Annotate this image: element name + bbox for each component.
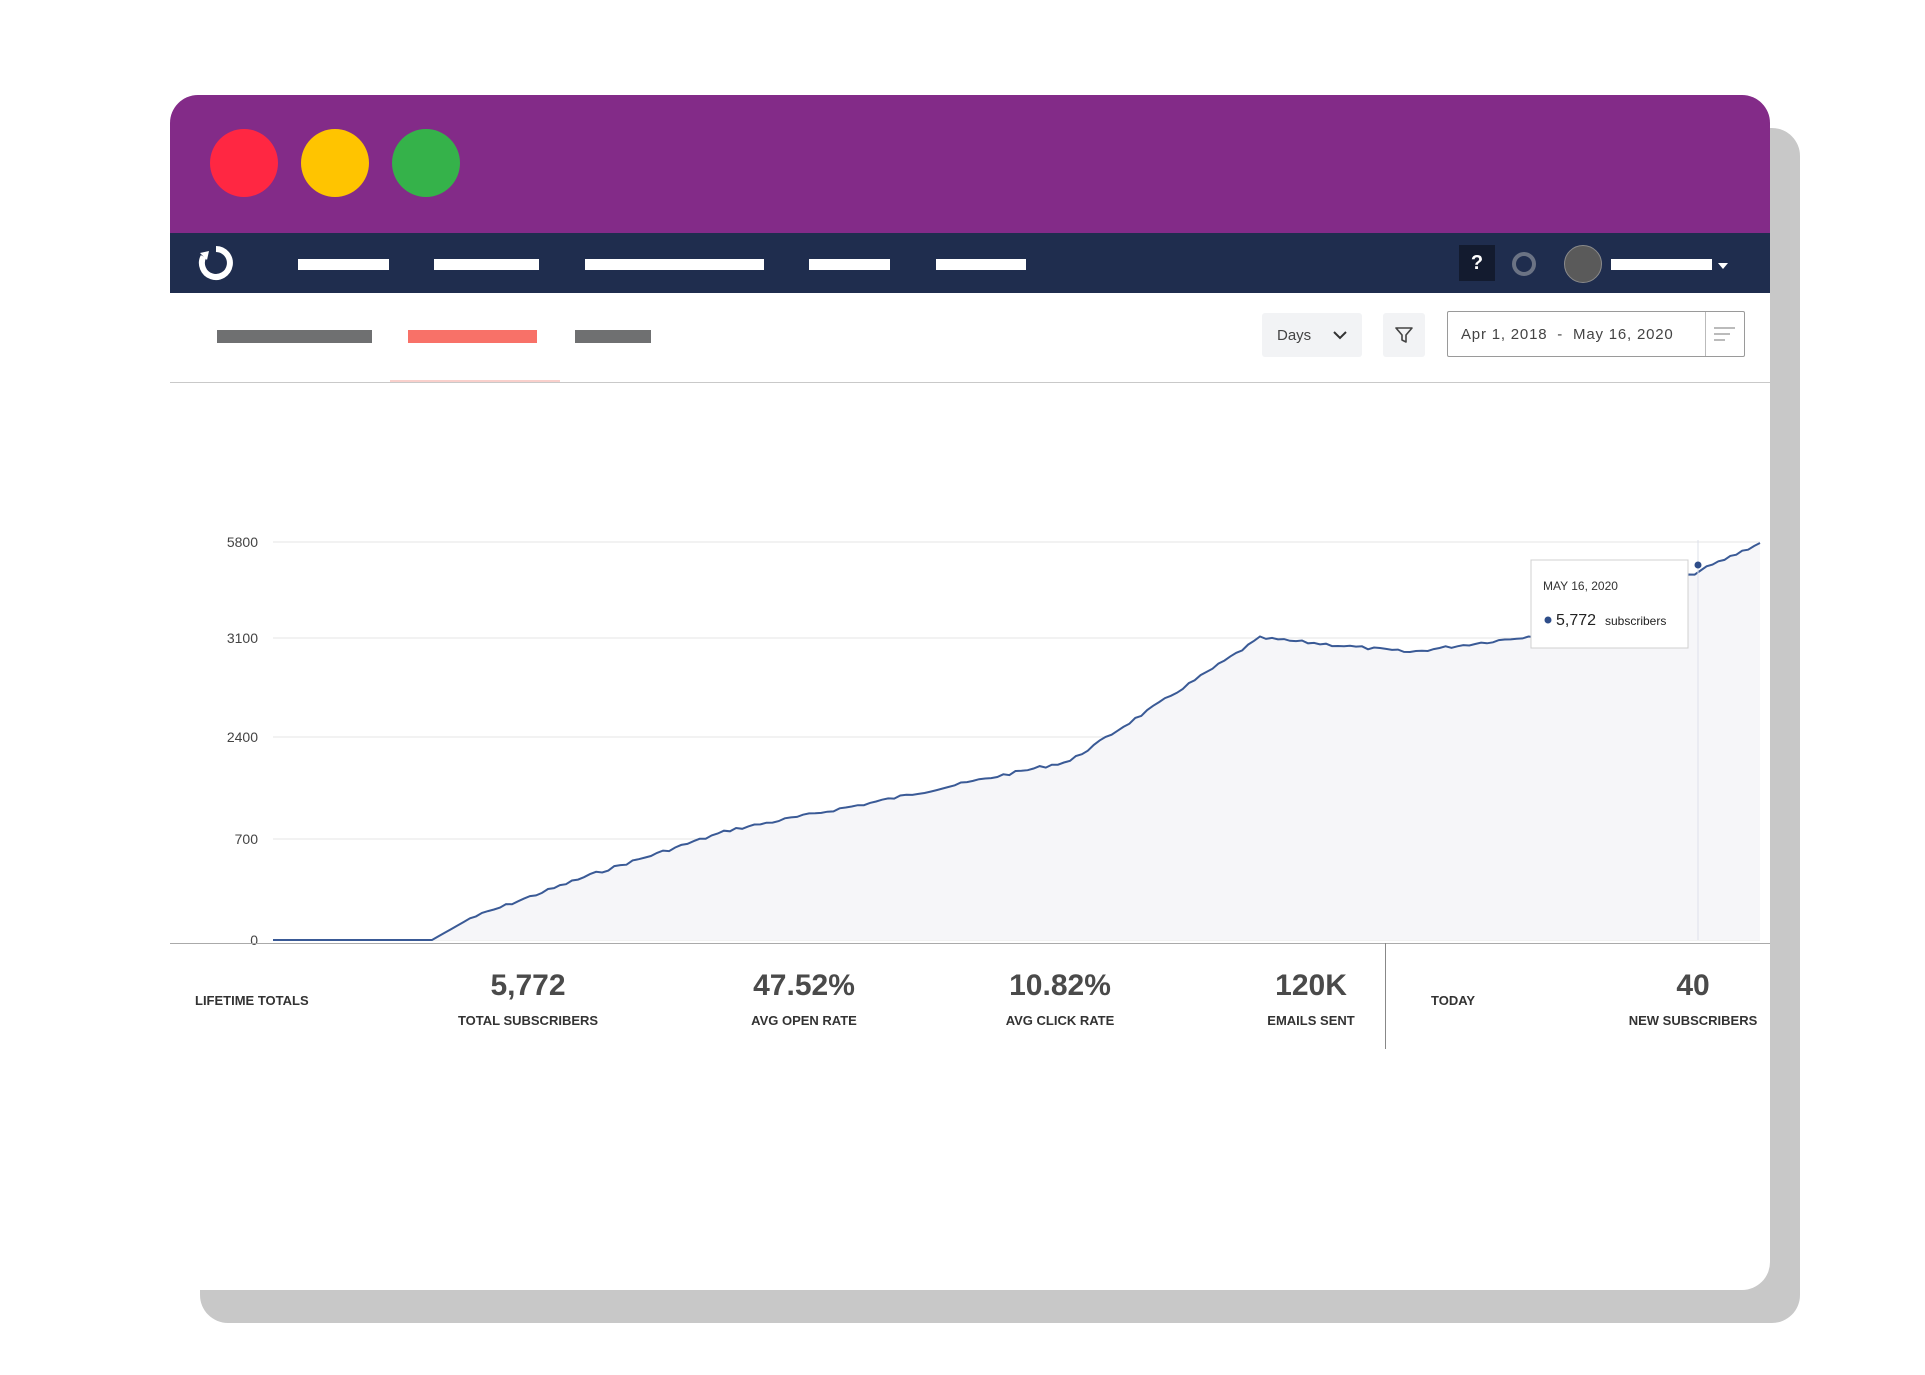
nav-item-4[interactable] xyxy=(809,259,890,270)
avg-open-rate-label: AVG OPEN RATE xyxy=(751,1013,857,1028)
chart-tooltip: MAY 16, 2020 5,772 subscribers xyxy=(1530,559,1689,649)
date-range-picker[interactable]: Apr 1, 2018 - May 16, 2020 xyxy=(1447,311,1745,357)
emails-sent-label: EMAILS SENT xyxy=(1267,1013,1355,1028)
y-tick-label: 5800 xyxy=(227,534,258,550)
caret-down-icon[interactable] xyxy=(1718,263,1728,269)
maximize-window-button[interactable] xyxy=(392,129,460,197)
filter-icon xyxy=(1395,327,1413,343)
circular-arrow-logo-icon[interactable] xyxy=(196,243,236,283)
close-window-button[interactable] xyxy=(210,129,278,197)
top-navbar: ? xyxy=(170,233,1770,293)
nav-item-5[interactable] xyxy=(936,259,1026,270)
tooltip-unit: subscribers xyxy=(1605,614,1666,628)
avatar[interactable] xyxy=(1564,245,1602,283)
user-name-placeholder[interactable] xyxy=(1611,259,1712,270)
tooltip-value: 5,772 xyxy=(1556,612,1596,629)
subscribers-chart: 5800 3100 2400 700 0 MAY 16, 2020 5,772 subs… xyxy=(227,534,1761,945)
chart-series-line xyxy=(273,542,1761,941)
y-tick-label: 700 xyxy=(235,831,259,847)
avg-click-rate-value: 10.82% xyxy=(1009,969,1111,1002)
tabs-divider xyxy=(170,382,1770,383)
new-subscribers-value: 40 xyxy=(1676,969,1710,1002)
stats-bar: LIFETIME TOTALS 5,772 TOTAL SUBSCRIBERS … xyxy=(170,943,1770,1053)
y-tick-label: 2400 xyxy=(227,729,258,745)
total-subscribers-value: 5,772 xyxy=(490,969,566,1002)
tooltip-series-dot xyxy=(1544,616,1552,624)
stat-avg-click-rate: 10.82% AVG CLICK RATE xyxy=(950,943,1170,1028)
title-bar xyxy=(170,95,1770,233)
tab-3[interactable] xyxy=(575,330,651,343)
stats-vertical-divider xyxy=(1385,943,1386,1049)
nav-item-2[interactable] xyxy=(434,259,539,270)
stat-total-subscribers: 5,772 TOTAL SUBSCRIBERS xyxy=(418,943,638,1028)
stat-avg-open-rate: 47.52% AVG OPEN RATE xyxy=(694,943,914,1028)
help-button[interactable]: ? xyxy=(1459,245,1495,281)
stat-new-subscribers: 40 NEW SUBSCRIBERS xyxy=(1583,943,1770,1028)
status-ring-icon[interactable] xyxy=(1512,252,1536,276)
date-range-text: Apr 1, 2018 - May 16, 2020 xyxy=(1461,326,1674,343)
new-subscribers-label: NEW SUBSCRIBERS xyxy=(1628,1013,1758,1028)
filter-button[interactable] xyxy=(1383,313,1425,357)
stat-emails-sent: 120K EMAILS SENT xyxy=(1201,943,1421,1028)
sort-lines-icon[interactable] xyxy=(1714,326,1736,342)
tab-row: Days Apr 1, 2018 - May 16, 2020 xyxy=(170,293,1770,383)
avg-open-rate-value: 47.52% xyxy=(753,969,855,1002)
chevron-down-icon xyxy=(1333,331,1347,340)
date-range-separator xyxy=(1705,312,1706,356)
y-tick-label: 0 xyxy=(250,932,258,945)
hover-point[interactable] xyxy=(1694,561,1702,569)
active-tab-underline xyxy=(390,380,560,382)
stats-divider xyxy=(170,943,1770,944)
nav-item-3[interactable] xyxy=(585,259,764,270)
lifetime-totals-label: LIFETIME TOTALS xyxy=(195,993,309,1008)
y-tick-label: 3100 xyxy=(227,630,258,646)
tooltip-date: MAY 16, 2020 xyxy=(1543,579,1618,593)
minimize-window-button[interactable] xyxy=(301,129,369,197)
today-label: TODAY xyxy=(1431,993,1476,1008)
emails-sent-value: 120K xyxy=(1275,969,1347,1002)
total-subscribers-label: TOTAL SUBSCRIBERS xyxy=(457,1013,599,1028)
granularity-label: Days xyxy=(1277,327,1312,344)
avg-click-rate-label: AVG CLICK RATE xyxy=(1005,1013,1115,1028)
nav-item-1[interactable] xyxy=(298,259,389,270)
tab-2-active[interactable] xyxy=(408,330,537,343)
tab-1[interactable] xyxy=(217,330,372,343)
granularity-select[interactable]: Days xyxy=(1262,313,1362,357)
chart-area-fill xyxy=(273,543,1760,940)
app-window: ? Days Apr 1, 2018 - May 16, 2020 xyxy=(170,95,1770,1290)
